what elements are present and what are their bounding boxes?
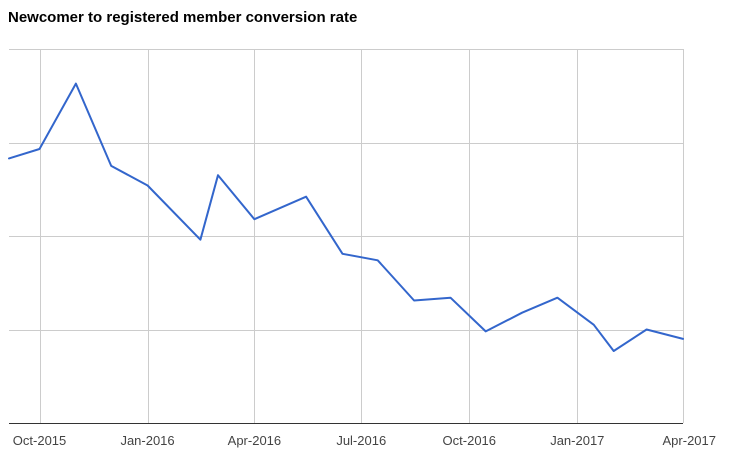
x-tick-label: Jan-2017 — [550, 433, 604, 448]
x-tick-label: Oct-2016 — [443, 433, 496, 448]
series-layer — [8, 82, 684, 352]
x-tick-label: Jul-2016 — [336, 433, 386, 448]
x-tick-label: Apr-2016 — [228, 433, 281, 448]
x-tick-label: Jan-2016 — [120, 433, 174, 448]
series-line — [8, 82, 684, 352]
vertical-gridlines — [40, 49, 684, 423]
horizontal-gridlines — [9, 49, 683, 331]
x-tick-label: Apr-2017 — [663, 433, 716, 448]
x-tick-label: Oct-2015 — [13, 433, 66, 448]
chart-title: Newcomer to registered member conversion… — [8, 9, 358, 26]
x-tick-labels: Oct-2015 Jan-2016 Apr-2016 Jul-2016 Oct-2016… — [13, 433, 716, 448]
